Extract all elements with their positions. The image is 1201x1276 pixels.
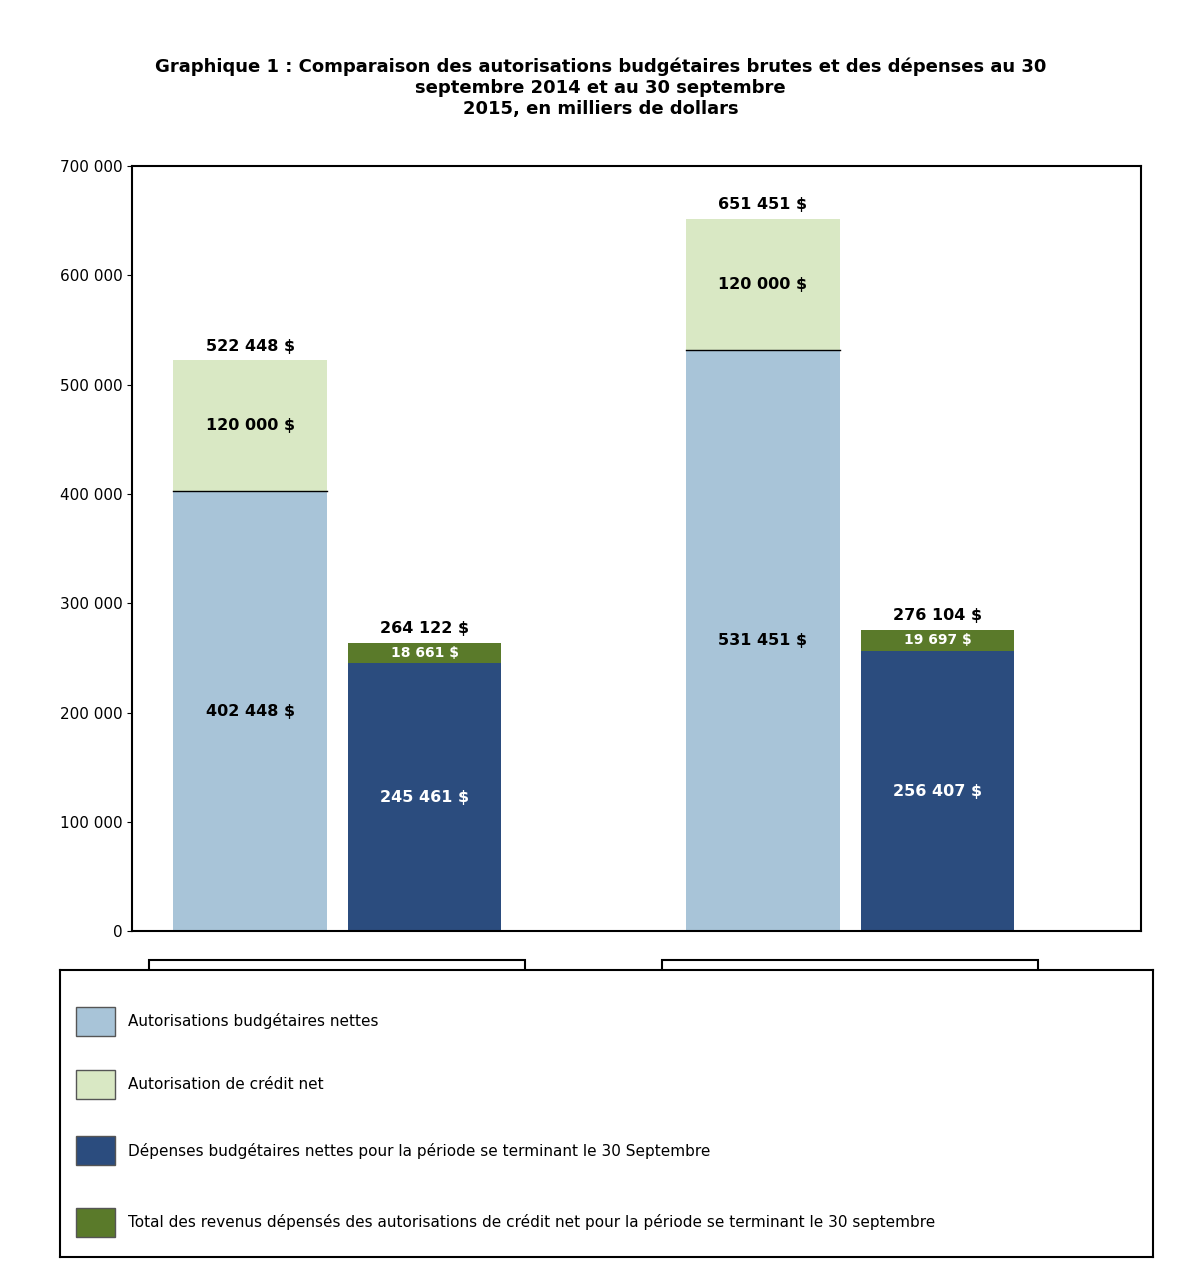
Bar	[347, 643, 502, 664]
Bar	[149, 960, 525, 995]
Bar	[686, 219, 839, 350]
Text: 264 122 $: 264 122 $	[380, 621, 470, 635]
Bar	[347, 664, 502, 931]
Text: Dépenses budgétaires nettes pour la période se terminant le 30 Septembre: Dépenses budgétaires nettes pour la péri…	[127, 1142, 710, 1159]
Text: 276 104 $: 276 104 $	[892, 607, 982, 623]
Text: 256 407 $: 256 407 $	[892, 783, 982, 799]
Text: 2014-2015: 2014-2015	[283, 968, 392, 986]
Text: 2015-2016: 2015-2016	[796, 968, 904, 986]
Bar	[77, 1071, 115, 1099]
Text: 531 451 $: 531 451 $	[718, 633, 807, 648]
Bar	[77, 1208, 115, 1236]
Text: 19 697 $: 19 697 $	[903, 633, 972, 647]
Bar	[77, 1007, 115, 1036]
Text: 120 000 $: 120 000 $	[205, 419, 294, 433]
Text: 120 000 $: 120 000 $	[718, 277, 807, 292]
Bar	[662, 960, 1039, 995]
Text: Autorisation de crédit net: Autorisation de crédit net	[127, 1077, 323, 1092]
Text: 18 661 $: 18 661 $	[390, 646, 459, 660]
Text: Autorisations budgétaires nettes: Autorisations budgétaires nettes	[127, 1013, 378, 1030]
Text: 245 461 $: 245 461 $	[380, 790, 470, 805]
Bar	[173, 491, 327, 931]
Bar	[686, 350, 839, 931]
Text: Graphique 1 : Comparaison des autorisations budgétaires brutes et des dépenses a: Graphique 1 : Comparaison des autorisati…	[155, 57, 1046, 117]
Text: 651 451 $: 651 451 $	[718, 198, 807, 212]
Bar	[173, 360, 327, 491]
Bar	[861, 651, 1015, 931]
Text: 522 448 $: 522 448 $	[205, 338, 294, 353]
Bar	[77, 1136, 115, 1165]
Text: Total des revenus dépensés des autorisations de crédit net pour la période se te: Total des revenus dépensés des autorisat…	[127, 1215, 936, 1230]
Bar	[861, 629, 1015, 651]
Text: 402 448 $: 402 448 $	[205, 704, 294, 718]
